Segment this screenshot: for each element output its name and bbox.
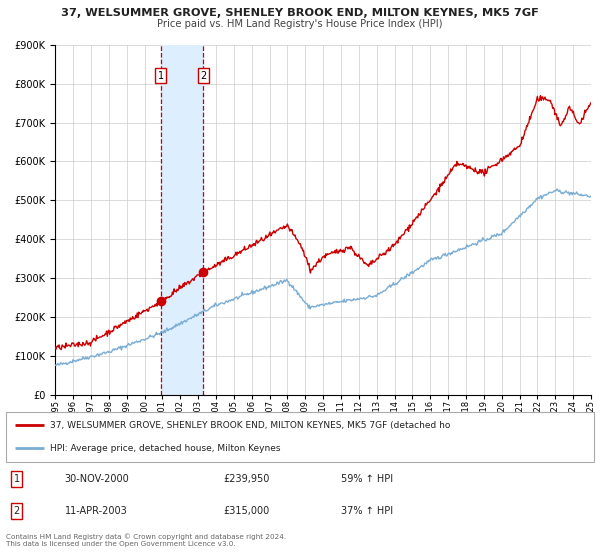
Bar — [161, 45, 203, 395]
Text: 11-APR-2003: 11-APR-2003 — [65, 506, 128, 516]
Text: 1: 1 — [158, 71, 164, 81]
Text: HPI: Average price, detached house, Milton Keynes: HPI: Average price, detached house, Milt… — [50, 444, 281, 453]
Text: 1: 1 — [14, 474, 20, 484]
Text: 2: 2 — [13, 506, 20, 516]
Text: £239,950: £239,950 — [224, 474, 270, 484]
Text: Price paid vs. HM Land Registry's House Price Index (HPI): Price paid vs. HM Land Registry's House … — [157, 19, 443, 29]
Text: 37% ↑ HPI: 37% ↑ HPI — [341, 506, 393, 516]
Text: Contains HM Land Registry data © Crown copyright and database right 2024.
This d: Contains HM Land Registry data © Crown c… — [6, 533, 286, 547]
Text: 2: 2 — [200, 71, 206, 81]
Text: 59% ↑ HPI: 59% ↑ HPI — [341, 474, 393, 484]
Text: 37, WELSUMMER GROVE, SHENLEY BROOK END, MILTON KEYNES, MK5 7GF (detached ho: 37, WELSUMMER GROVE, SHENLEY BROOK END, … — [50, 421, 451, 430]
Text: 30-NOV-2000: 30-NOV-2000 — [65, 474, 130, 484]
FancyBboxPatch shape — [6, 412, 594, 462]
Text: 37, WELSUMMER GROVE, SHENLEY BROOK END, MILTON KEYNES, MK5 7GF: 37, WELSUMMER GROVE, SHENLEY BROOK END, … — [61, 8, 539, 18]
Text: £315,000: £315,000 — [224, 506, 270, 516]
